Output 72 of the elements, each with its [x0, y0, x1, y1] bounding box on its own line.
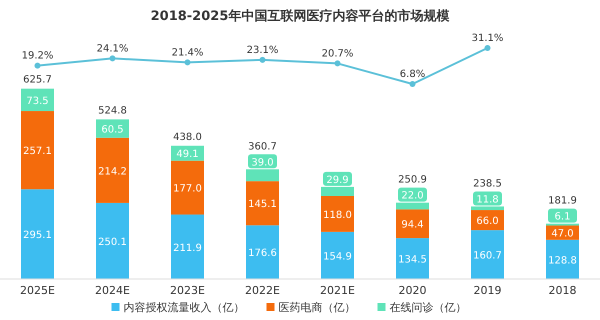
legend-label: 在线问诊（亿） — [390, 301, 466, 314]
x-tick-label: 2024E — [95, 284, 130, 297]
point — [260, 56, 266, 63]
point — [34, 62, 40, 69]
data-label: 22.0 — [401, 190, 424, 202]
data-label: 49.1 — [176, 149, 199, 160]
data-label: 257.1 — [23, 146, 52, 158]
bar — [21, 111, 54, 190]
data-label: 6.8% — [400, 69, 426, 80]
chart-title: 2018-2025年中国互联网医疗内容平台的市场规模 — [150, 8, 450, 24]
x-tick-label: 2021E — [320, 284, 356, 297]
data-label: 94.4 — [401, 220, 424, 231]
bar — [396, 238, 429, 279]
data-label: 39.0 — [251, 157, 274, 168]
total-label: 360.7 — [248, 141, 277, 152]
data-label: 21.4% — [172, 47, 204, 58]
x-tick-label: 2018 — [548, 284, 576, 297]
legend-label: 内容授权流量收入（亿） — [124, 301, 244, 314]
bar — [396, 209, 429, 238]
bar — [321, 232, 354, 279]
data-label: 20.7% — [322, 48, 354, 60]
data-label: 11.8 — [476, 194, 499, 206]
data-label: 295.1 — [23, 230, 52, 242]
bar — [546, 240, 579, 279]
bar — [246, 181, 279, 226]
data-label: 60.5 — [101, 124, 124, 136]
data-label: 134.5 — [398, 254, 427, 266]
bar — [21, 88, 54, 112]
total-label: 524.8 — [98, 105, 127, 116]
bar — [246, 225, 279, 279]
data-label: 128.8 — [548, 255, 577, 266]
total-label: 181.9 — [548, 196, 577, 207]
bar — [21, 189, 54, 279]
x-tick-label: 2019 — [474, 284, 502, 297]
data-label: 250.1 — [98, 236, 127, 248]
data-label: 23.1% — [246, 44, 278, 56]
data-label: 24.1% — [96, 43, 128, 54]
data-label: 73.5 — [26, 96, 49, 107]
legend-label: 医药电商（亿） — [278, 301, 356, 314]
data-label: 47.0 — [551, 228, 574, 240]
data-label: 176.6 — [248, 248, 277, 260]
data-label: 31.1% — [472, 33, 504, 44]
bar — [321, 196, 354, 232]
total-label: 438.0 — [173, 132, 202, 143]
data-label: 154.9 — [323, 251, 352, 262]
total-label: 238.5 — [473, 178, 502, 190]
data-label: 29.9 — [326, 174, 349, 186]
total-label: 625.7 — [23, 74, 52, 86]
x-tick-label: 2025E — [20, 284, 56, 297]
data-label: 214.2 — [98, 166, 127, 178]
x-tick-label: 2020 — [398, 284, 426, 297]
bar — [471, 230, 504, 279]
point — [484, 45, 490, 51]
data-label: 211.9 — [173, 242, 202, 254]
data-label: 160.7 — [473, 250, 502, 262]
bar — [171, 214, 204, 279]
x-tick-label: 2023E — [170, 284, 206, 297]
data-label: 177.0 — [173, 184, 202, 195]
data-label: 118.0 — [323, 210, 352, 221]
data-label: 19.2% — [22, 50, 54, 62]
point — [410, 81, 416, 87]
point — [334, 60, 340, 66]
bar — [96, 138, 129, 203]
total-label: 250.9 — [398, 174, 427, 186]
point — [184, 59, 190, 66]
x-tick-label: 2022E — [245, 284, 280, 297]
bar — [96, 202, 129, 279]
bar — [171, 160, 204, 215]
data-label: 6.1 — [554, 212, 570, 223]
point — [110, 55, 116, 62]
data-label: 145.1 — [248, 199, 277, 210]
data-label: 66.0 — [476, 216, 499, 228]
